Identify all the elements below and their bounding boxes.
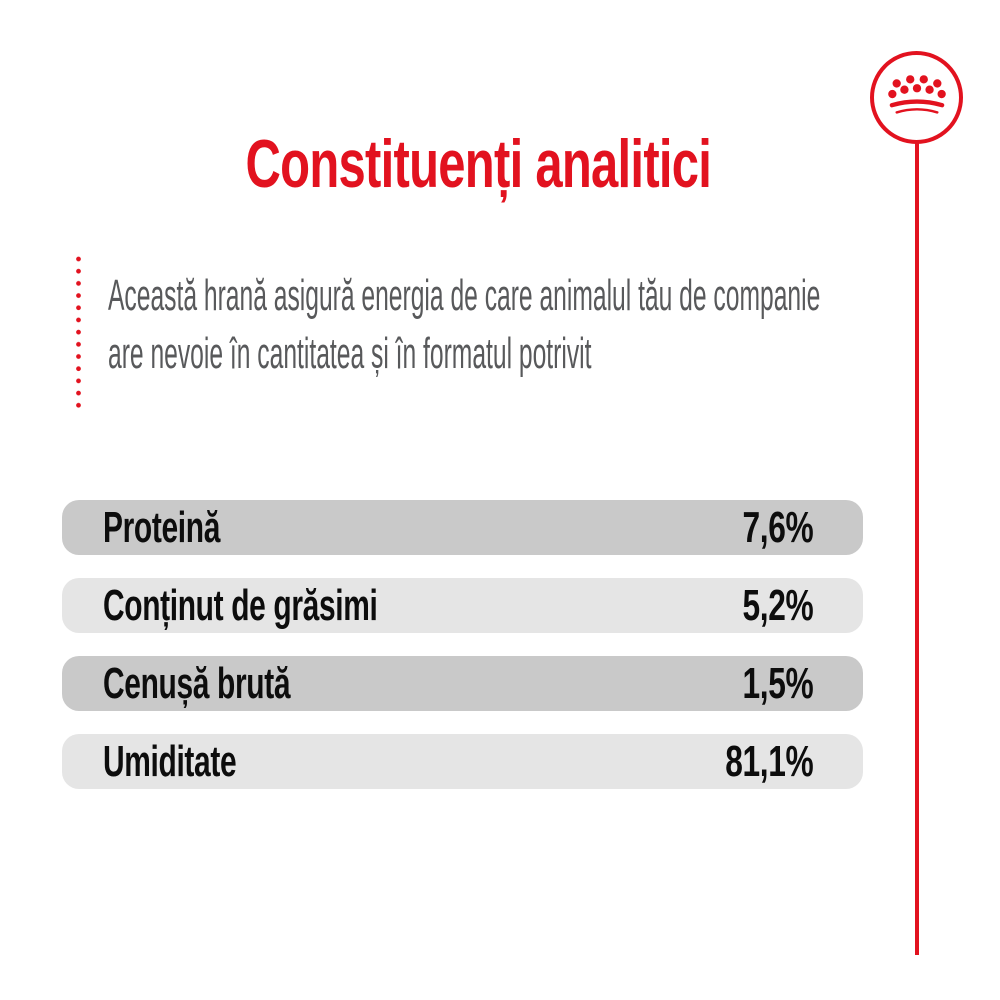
row-label: Proteină xyxy=(103,502,220,552)
page-title-text: Constituenți analitici xyxy=(245,125,711,202)
row-value: 7,6% xyxy=(742,502,813,552)
row-value: 1,5% xyxy=(742,658,813,708)
constituents-table: Proteină 7,6% Conținut de grăsimi 5,2% C… xyxy=(62,500,863,812)
page-title: Constituenți analitici xyxy=(0,130,956,198)
row-label: Cenușă brută xyxy=(103,658,291,708)
row-label: Umiditate xyxy=(103,736,237,786)
table-row-cenusa: Cenușă brută 1,5% xyxy=(62,656,863,711)
description: Această hrană asigură energia de care an… xyxy=(108,267,820,383)
dotted-accent-line xyxy=(76,253,81,411)
table-row-proteina: Proteină 7,6% xyxy=(62,500,863,555)
row-label: Conținut de grăsimi xyxy=(103,580,378,630)
description-line-2: are nevoie în cantitatea și în formatul … xyxy=(108,329,592,378)
table-row-grasimi: Conținut de grăsimi 5,2% xyxy=(62,578,863,633)
description-line-1: Această hrană asigură energia de care an… xyxy=(108,271,821,320)
table-row-umiditate: Umiditate 81,1% xyxy=(62,734,863,789)
royal-canin-crown-icon xyxy=(887,74,946,116)
row-value: 5,2% xyxy=(742,580,813,630)
vertical-rule xyxy=(915,141,919,955)
brand-logo xyxy=(870,51,963,144)
row-value: 81,1% xyxy=(724,736,813,786)
